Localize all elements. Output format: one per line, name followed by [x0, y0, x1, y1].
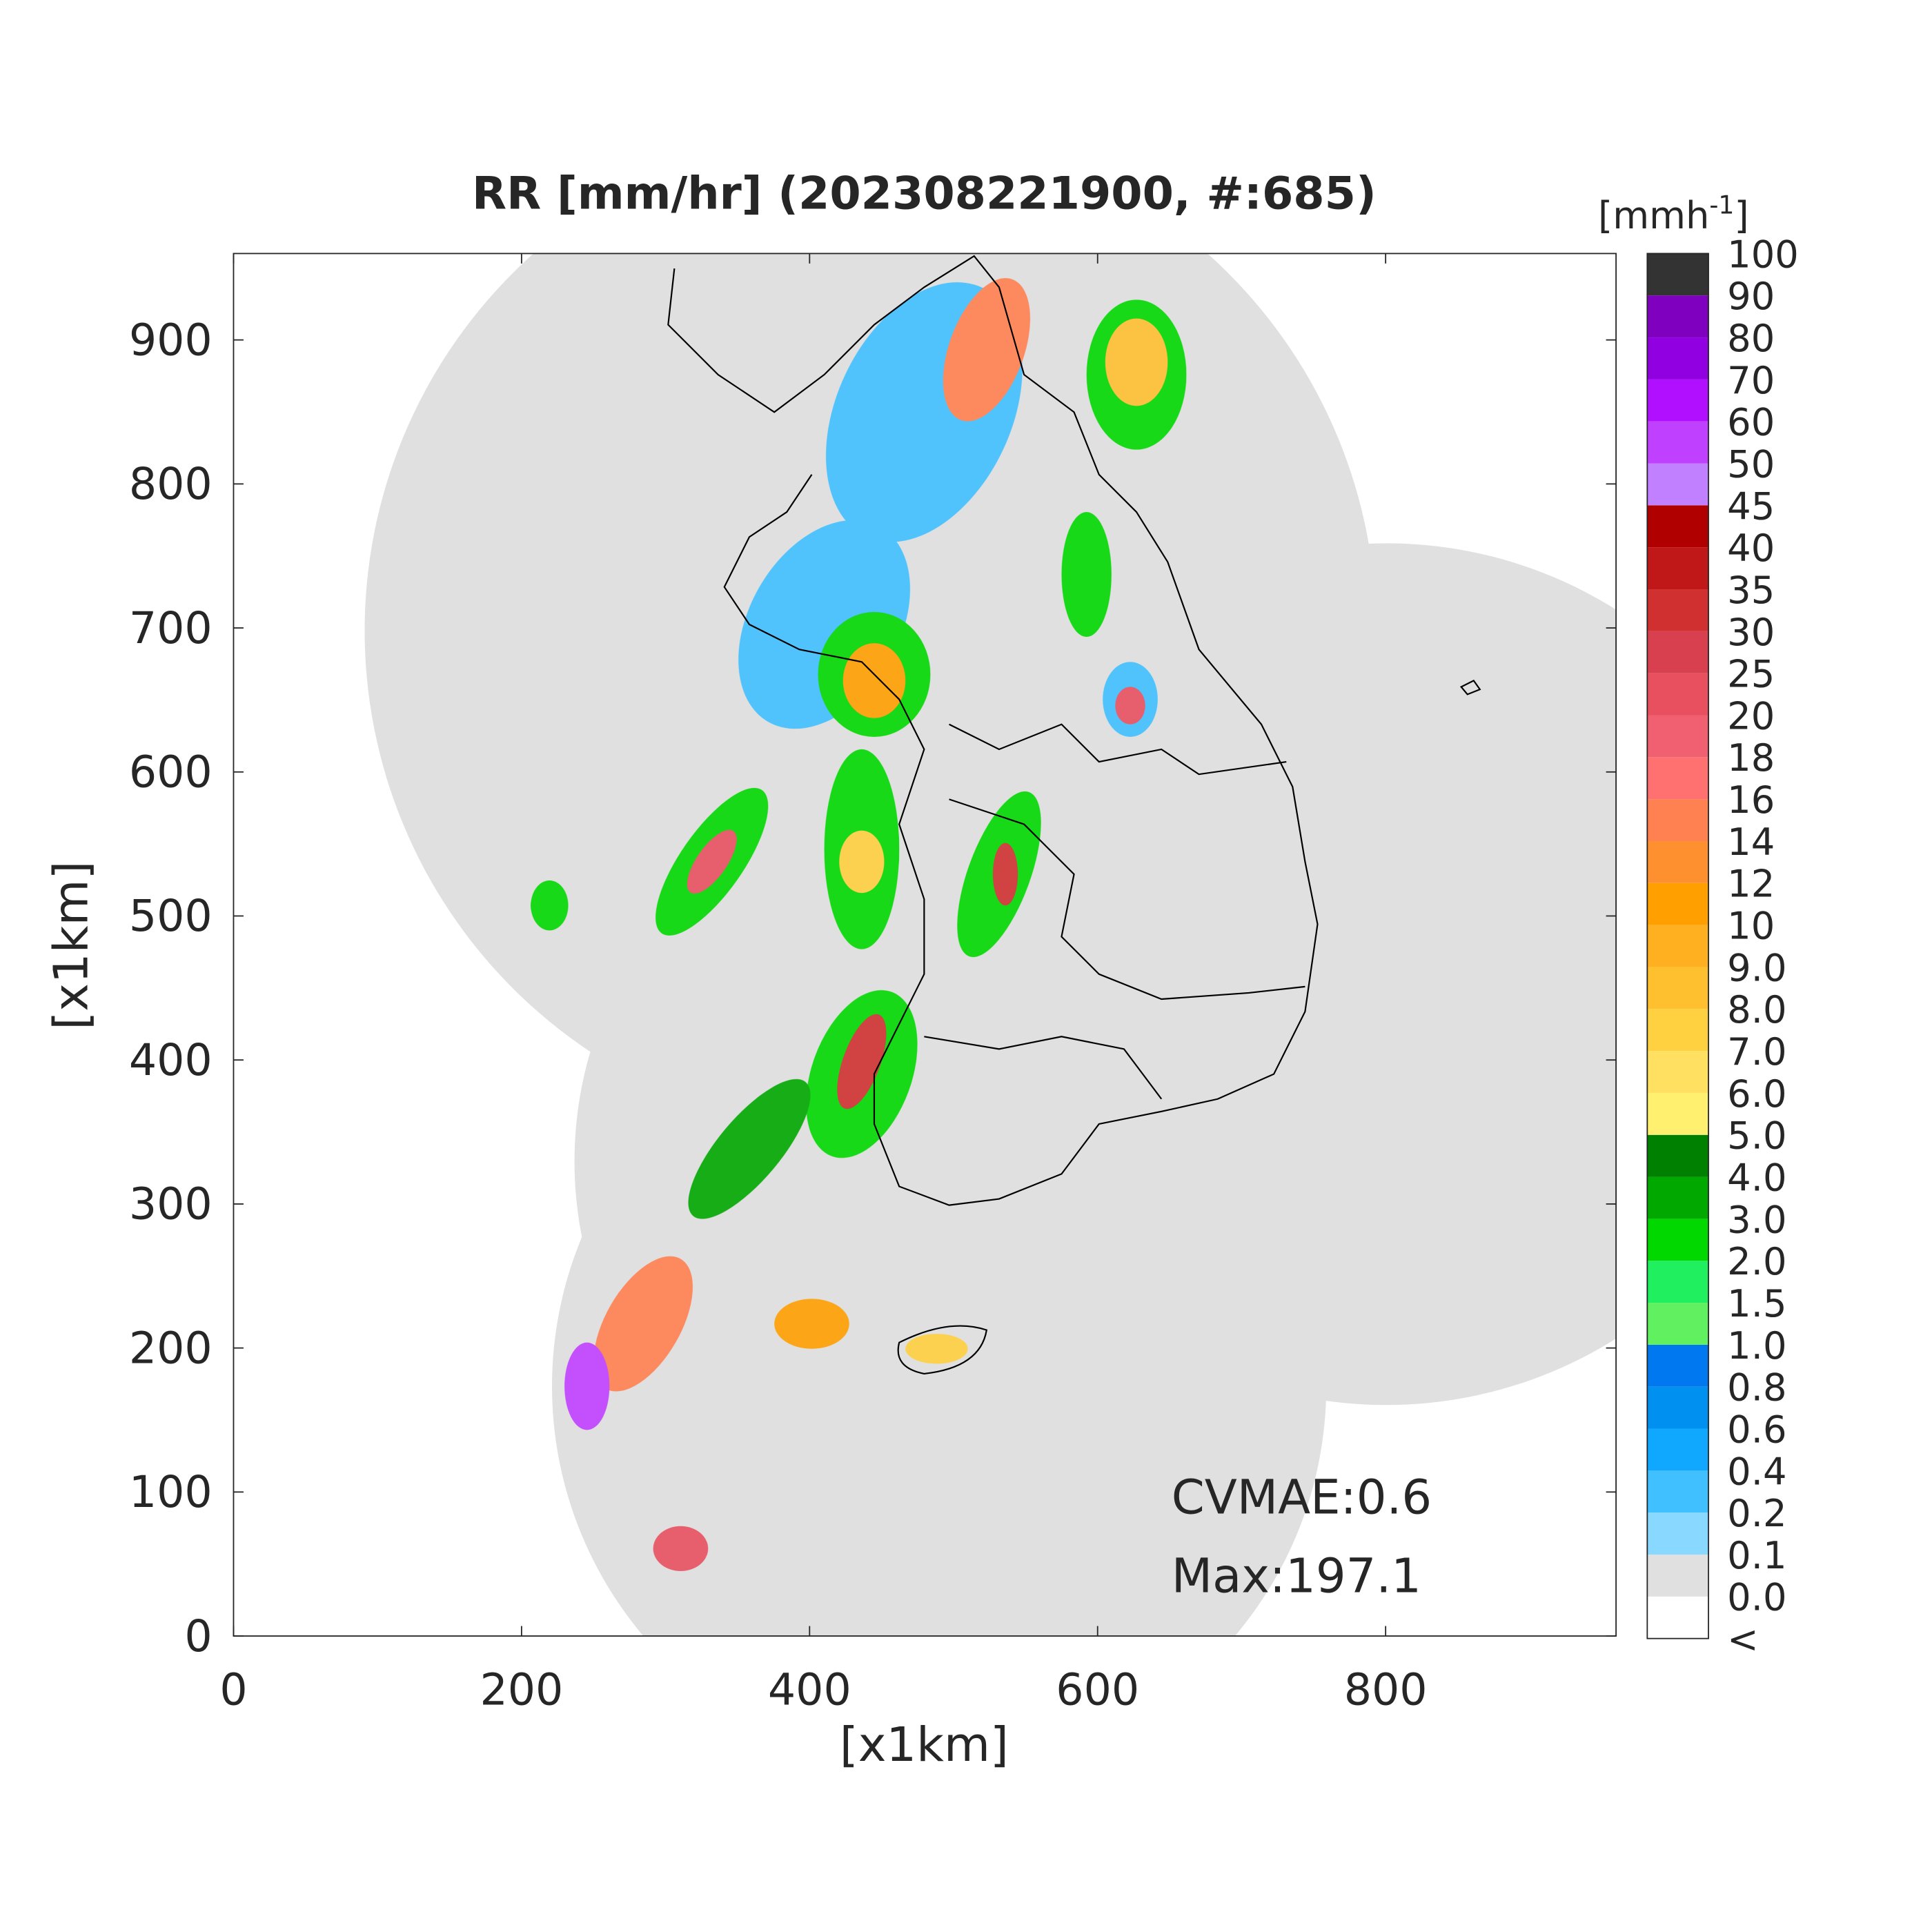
colorbar-label: 16 — [1727, 778, 1775, 822]
colorbar-label: 50 — [1727, 442, 1775, 486]
colorbar-bin — [1647, 1051, 1709, 1093]
colorbar-label: 0.0 — [1727, 1576, 1786, 1619]
colorbar-bin — [1647, 1176, 1709, 1219]
axes-frame — [233, 253, 1617, 1637]
colorbar-label: 0.6 — [1727, 1408, 1786, 1451]
y-tick-label: 200 — [129, 1322, 213, 1373]
unit-exponent: -1 — [1709, 190, 1734, 220]
colorbar-bin — [1647, 589, 1709, 631]
colorbar-label: 6.0 — [1727, 1072, 1786, 1116]
annotation: CVMAE:0.6 — [1172, 1470, 1432, 1526]
colorbar-bin — [1647, 1428, 1709, 1471]
colorbar-bin — [1647, 1219, 1709, 1261]
colorbar-bin — [1647, 547, 1709, 590]
colorbar-label: 1.5 — [1727, 1282, 1786, 1325]
colorbar-bin — [1647, 295, 1709, 338]
colorbar-label: 5.0 — [1727, 1114, 1786, 1158]
colorbar-label: 2.0 — [1727, 1240, 1786, 1283]
colorbar-bin — [1647, 505, 1709, 548]
colorbar-label: 7.0 — [1727, 1030, 1786, 1074]
colorbar-frame — [1646, 253, 1709, 1639]
colorbar-bin — [1647, 1261, 1709, 1303]
colorbar-label: 30 — [1727, 611, 1775, 654]
colorbar-bin — [1647, 253, 1709, 296]
rain-echoes — [531, 278, 1187, 1571]
unit-text: [mmh — [1598, 194, 1709, 237]
colorbar-label: 18 — [1727, 736, 1775, 780]
colorbar-label: 10 — [1727, 905, 1775, 948]
y-tick-label: 700 — [129, 602, 213, 653]
colorbar-label: 80 — [1727, 317, 1775, 360]
colorbar-label: 25 — [1727, 653, 1775, 696]
y-axis-label: [x1km] — [44, 861, 99, 1030]
boundaries — [667, 255, 1481, 1375]
colorbar-bin — [1647, 1470, 1709, 1513]
y-tick-label: 100 — [129, 1466, 213, 1517]
colorbar-bin — [1647, 799, 1709, 841]
annotation: Max:197.1 — [1172, 1549, 1421, 1604]
x-tick-label: 200 — [480, 1664, 563, 1715]
colorbar-bin — [1647, 1386, 1709, 1429]
colorbar-bin — [1647, 379, 1709, 422]
x-tick-label: 0 — [219, 1664, 247, 1715]
colorbar-label: < — [1727, 1618, 1758, 1662]
colorbar-label: 20 — [1727, 694, 1775, 738]
colorbar-bin — [1647, 1344, 1709, 1387]
y-tick-label: 0 — [184, 1610, 212, 1662]
colorbar-bin — [1647, 757, 1709, 800]
colorbar-bin — [1647, 631, 1709, 673]
colorbar-bin — [1647, 1134, 1709, 1177]
colorbar-label: 14 — [1727, 820, 1775, 864]
colorbar-bin — [1647, 883, 1709, 925]
x-tick-label: 400 — [768, 1664, 851, 1715]
y-tick-label: 500 — [129, 890, 213, 941]
colorbar-label: 0.4 — [1727, 1450, 1786, 1493]
colorbar-label: 70 — [1727, 359, 1775, 402]
colorbar-bin — [1647, 673, 1709, 716]
colorbar-label: 60 — [1727, 401, 1775, 444]
colorbar-label: 0.8 — [1727, 1366, 1786, 1410]
colorbar-bin — [1647, 421, 1709, 464]
unit-close: ] — [1734, 194, 1748, 237]
colorbar-bin — [1647, 463, 1709, 506]
colorbar-bin — [1647, 1092, 1709, 1135]
colorbar-bin — [1647, 967, 1709, 1009]
colorbar-label: 35 — [1727, 569, 1775, 612]
colorbar-label: 12 — [1727, 862, 1775, 906]
colorbar-label: 45 — [1727, 484, 1775, 528]
colorbar-bin — [1647, 1512, 1709, 1555]
colorbar-label: 40 — [1727, 526, 1775, 570]
colorbar-bin — [1647, 1303, 1709, 1345]
x-axis-label: [x1km] — [840, 1717, 1009, 1773]
colorbar-bin — [1647, 1009, 1709, 1052]
colorbar-bin — [1647, 715, 1709, 758]
colorbar-unit: [mmh-1] — [1598, 190, 1749, 238]
x-tick-label: 800 — [1344, 1664, 1428, 1715]
colorbar-label: 3.0 — [1727, 1198, 1786, 1241]
chart-title: RR [mm/hr] (202308221900, #:685) — [472, 168, 1377, 219]
y-tick-label: 600 — [129, 746, 213, 797]
colorbar-bin — [1647, 337, 1709, 379]
colorbar-label: 4.0 — [1727, 1156, 1786, 1199]
colorbar-label: 90 — [1727, 275, 1775, 318]
colorbar-bin — [1647, 1596, 1709, 1639]
y-tick-label: 400 — [129, 1034, 213, 1085]
radar-map — [364, 253, 1617, 1637]
y-tick-label: 900 — [129, 314, 213, 365]
y-tick-label: 800 — [129, 458, 213, 509]
colorbar-bin — [1647, 925, 1709, 967]
colorbar-label: 9.0 — [1727, 946, 1786, 989]
x-tick-label: 600 — [1056, 1664, 1139, 1715]
colorbar-label: 8.0 — [1727, 988, 1786, 1032]
colorbar-label: 0.1 — [1727, 1534, 1786, 1577]
colorbar-label: 1.0 — [1727, 1324, 1786, 1368]
colorbar-label: 0.2 — [1727, 1492, 1786, 1535]
y-tick-label: 300 — [129, 1179, 213, 1230]
colorbar-label: 100 — [1727, 233, 1799, 276]
colorbar-bin — [1647, 1555, 1709, 1597]
colorbar-bin — [1647, 840, 1709, 883]
